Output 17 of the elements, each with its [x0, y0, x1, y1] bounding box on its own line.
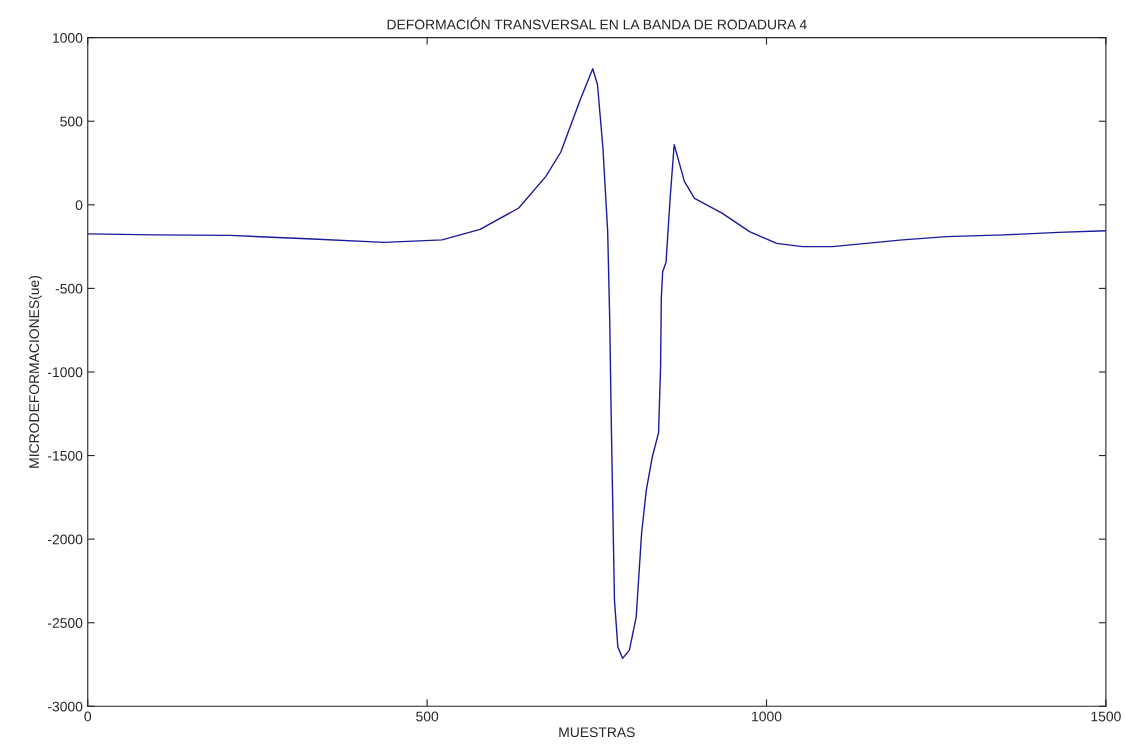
- y-tick-label: -500: [55, 283, 83, 294]
- y-tick-label: -3000: [47, 701, 83, 712]
- y-tick-label: -1500: [47, 450, 83, 461]
- x-tick-label: 1000: [752, 711, 782, 722]
- y-tick-label: 500: [60, 116, 83, 127]
- y-tick-label: -2000: [47, 534, 83, 545]
- x-tick-label: 1500: [1091, 711, 1121, 722]
- y-tick-label: 0: [75, 200, 83, 210]
- y-axis-title: MICRODEFORMACIONES(ue): [28, 276, 42, 468]
- x-tick-label: 500: [416, 711, 439, 722]
- y-tick-label: 1000: [53, 32, 83, 43]
- line-series: [87, 68, 1106, 660]
- y-tick-label: -1000: [47, 367, 83, 378]
- y-tick-label: -2500: [47, 618, 83, 628]
- chart-title: DEFORMACIÓN TRANSVERSAL EN LA BANDA DE RODADURA 4: [387, 17, 807, 30]
- x-axis-title: MUESTRAS: [559, 727, 635, 738]
- x-tick-label: 0: [84, 711, 92, 722]
